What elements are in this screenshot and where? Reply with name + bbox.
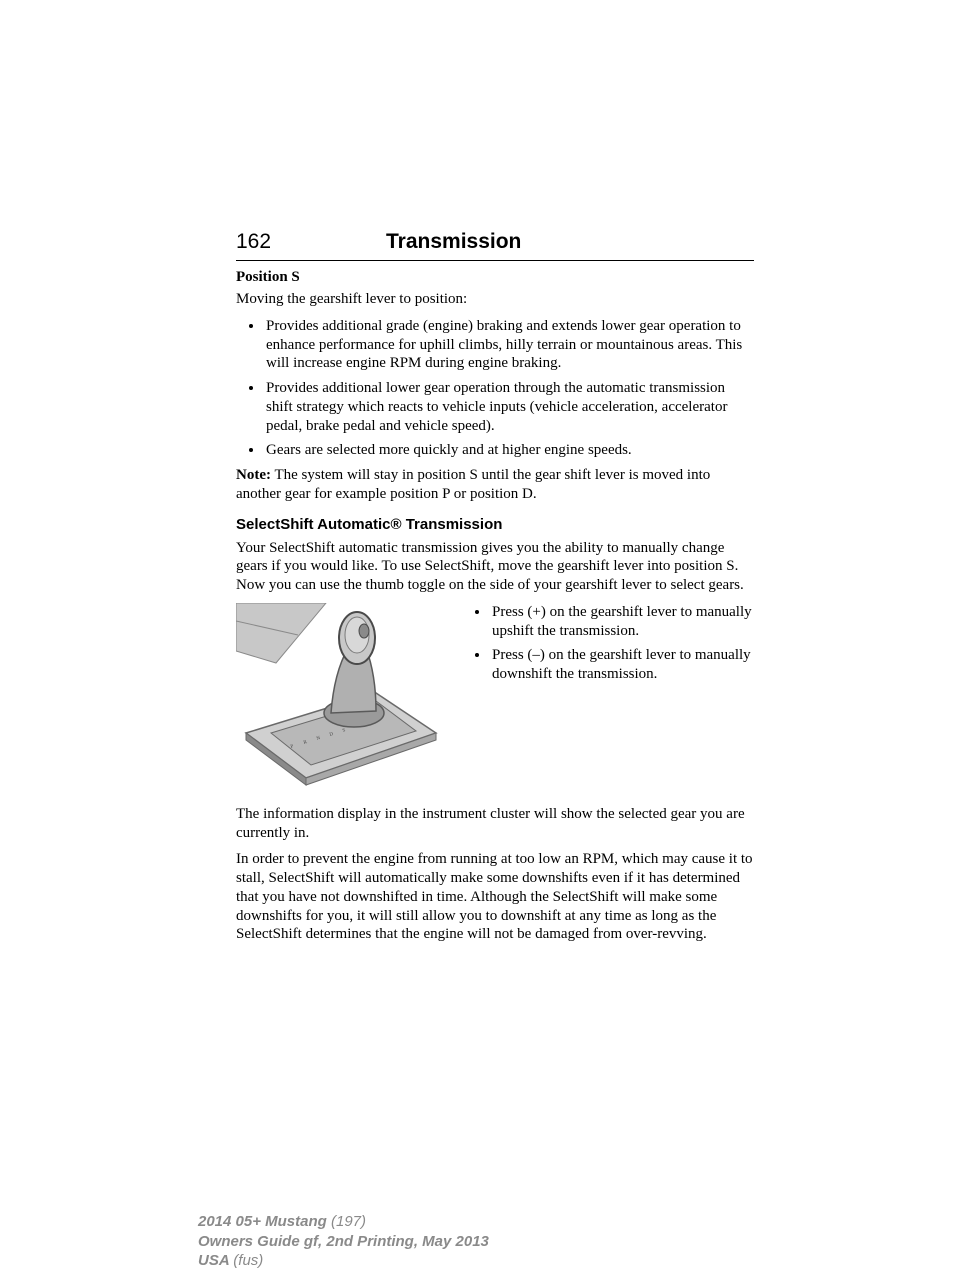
page-container: 162 Transmission Position S Moving the g… bbox=[0, 0, 954, 944]
bullet-item: Press (–) on the gearshift lever to manu… bbox=[490, 646, 754, 684]
gearshift-lever-illustration: P R N D S bbox=[236, 603, 446, 793]
header-rule bbox=[236, 260, 754, 261]
bullet-item: Press (+) on the gearshift lever to manu… bbox=[490, 603, 754, 641]
section2-para3: In order to prevent the engine from runn… bbox=[236, 850, 754, 944]
page-footer: 2014 05+ Mustang (197) Owners Guide gf, … bbox=[198, 1212, 489, 1271]
section1-note: Note: The system will stay in position S… bbox=[236, 466, 754, 504]
note-text: The system will stay in position S until… bbox=[236, 467, 710, 502]
footer-model: 2014 05+ Mustang bbox=[198, 1213, 331, 1230]
footer-region-code: (fus) bbox=[233, 1252, 263, 1269]
section-heading-position-s: Position S bbox=[236, 269, 754, 286]
header-title: Transmission bbox=[386, 230, 521, 254]
footer-line-3: USA (fus) bbox=[198, 1251, 489, 1271]
section2-para1: Your SelectShift automatic transmission … bbox=[236, 539, 754, 595]
bullet-item: Provides additional grade (engine) braki… bbox=[264, 317, 754, 373]
page-number: 162 bbox=[236, 230, 386, 254]
section1-bullets: Provides additional grade (engine) braki… bbox=[236, 317, 754, 460]
note-label: Note: bbox=[236, 467, 271, 483]
section2-bullets: Press (+) on the gearshift lever to manu… bbox=[462, 603, 754, 684]
footer-code: (197) bbox=[331, 1213, 366, 1230]
illustration-row: P R N D S Press (+) on the gearshift lev… bbox=[236, 603, 754, 793]
footer-line-1: 2014 05+ Mustang (197) bbox=[198, 1212, 489, 1232]
page-header: 162 Transmission bbox=[236, 230, 754, 254]
section2-bullets-container: Press (+) on the gearshift lever to manu… bbox=[462, 603, 754, 793]
footer-region: USA bbox=[198, 1252, 233, 1269]
section1-intro: Moving the gearshift lever to position: bbox=[236, 290, 754, 309]
bullet-item: Provides additional lower gear operation… bbox=[264, 379, 754, 435]
section2-para2: The information display in the instrumen… bbox=[236, 805, 754, 843]
section-heading-selectshift: SelectShift Automatic® Transmission bbox=[236, 516, 754, 533]
bullet-item: Gears are selected more quickly and at h… bbox=[264, 441, 754, 460]
footer-line-2: Owners Guide gf, 2nd Printing, May 2013 bbox=[198, 1232, 489, 1252]
